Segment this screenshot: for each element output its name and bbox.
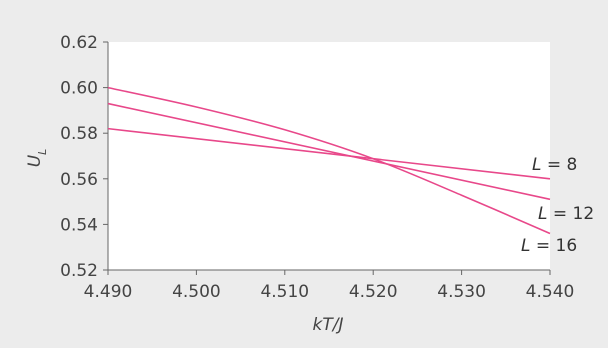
y-tick-label: 0.52: [60, 261, 98, 281]
x-axis: 4.490 4.500 4.510 4.520 4.530 4.540: [84, 269, 575, 302]
y-tick-label: 0.60: [60, 79, 98, 99]
x-tick-label: 4.510: [260, 282, 309, 302]
series-group: [107, 86, 551, 235]
y-axis-title-text: UL: [25, 149, 49, 168]
series-label: L = 12: [538, 204, 594, 224]
x-tick-label: 4.530: [437, 282, 486, 302]
series-label: L = 8: [532, 155, 577, 175]
series-labels: L = 8 L = 12 L = 16: [521, 155, 594, 256]
series-line-2: [107, 86, 551, 235]
x-tick-label: 4.520: [349, 282, 398, 302]
series-line-0: [107, 127, 551, 180]
y-axis: 0.52 0.54 0.56 0.58 0.60 0.62: [60, 33, 109, 281]
x-tick-label: 4.540: [526, 282, 575, 302]
plot-area: [108, 42, 550, 270]
x-tick-label: 4.500: [172, 282, 221, 302]
y-tick-label: 0.54: [60, 215, 98, 235]
y-tick-label: 0.62: [60, 33, 98, 53]
x-tick-label: 4.490: [84, 282, 133, 302]
x-axis-title: kT/J: [313, 315, 344, 335]
series-line-1: [107, 102, 551, 201]
y-tick-label: 0.58: [60, 124, 98, 144]
series-label: L = 16: [521, 236, 577, 256]
y-tick-label: 0.56: [60, 170, 98, 190]
plot-background: [108, 42, 550, 270]
y-axis-title: UL: [25, 149, 49, 168]
